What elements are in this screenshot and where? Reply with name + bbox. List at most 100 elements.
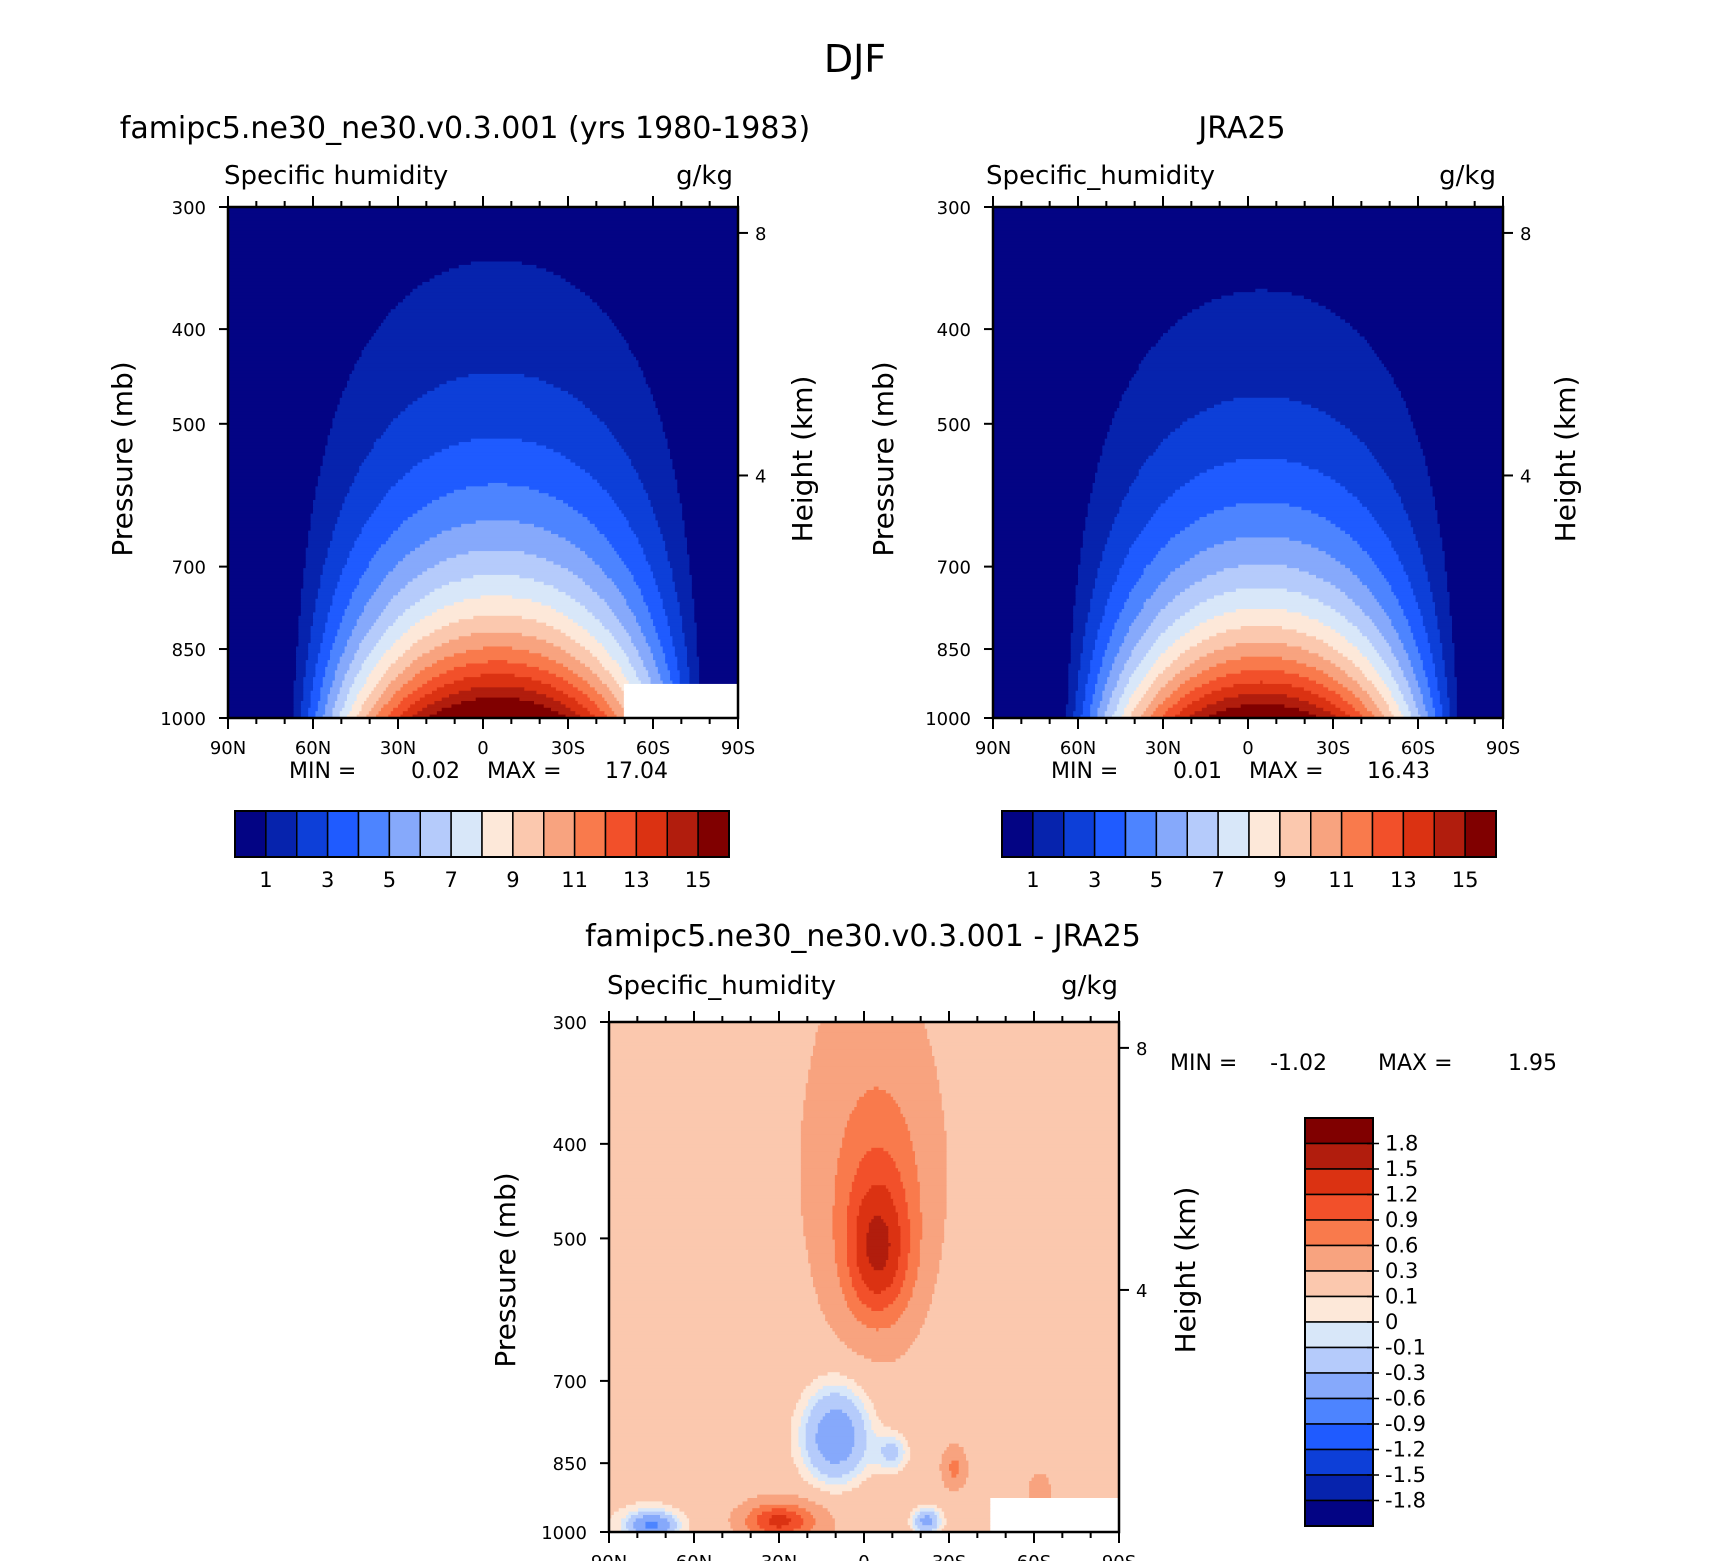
right-tick-label: 4 xyxy=(1136,1281,1147,1302)
contour-cell xyxy=(361,639,380,644)
contour-cell xyxy=(638,360,739,365)
contour-cell xyxy=(609,1491,831,1496)
contour-cell xyxy=(453,680,542,685)
contour-cell xyxy=(305,666,317,671)
contour-cell xyxy=(990,1498,1120,1502)
contour-cell xyxy=(868,1260,887,1264)
contour-cell xyxy=(665,435,739,440)
contour-cell xyxy=(1371,452,1424,457)
contour-cell xyxy=(832,1236,848,1241)
contour-cell xyxy=(228,479,319,484)
contour-cell xyxy=(619,506,654,511)
contour-cell xyxy=(609,1423,792,1428)
contour-cell xyxy=(665,544,688,549)
contour-cell xyxy=(1090,660,1103,665)
contour-cell xyxy=(412,660,438,665)
contour-cell xyxy=(660,595,678,600)
contour-cell xyxy=(941,1093,1120,1098)
contour-cell xyxy=(851,1447,868,1451)
contour-cell xyxy=(917,1164,948,1169)
contour-cell xyxy=(1136,643,1154,648)
contour-cell xyxy=(854,1440,868,1445)
contour-cell xyxy=(400,687,419,692)
contour-cell xyxy=(1437,622,1453,627)
contour-cell xyxy=(1119,646,1135,651)
contour-cell xyxy=(609,1331,836,1336)
contour-cell xyxy=(546,380,647,385)
contour-cell xyxy=(580,288,739,293)
contour-cell xyxy=(468,373,525,378)
contour-cell xyxy=(905,1436,1120,1441)
contour-cell xyxy=(325,666,338,671)
contour-cell xyxy=(330,653,343,658)
contour-cell xyxy=(228,452,326,457)
contour-cell xyxy=(1070,643,1084,648)
contour-cell xyxy=(349,663,363,668)
contour-cell xyxy=(313,677,324,682)
contour-cell xyxy=(1097,469,1140,474)
contour-cell xyxy=(609,1212,802,1217)
contour-cell xyxy=(893,1158,916,1162)
contour-cell xyxy=(993,506,1089,511)
panel-obs-right-axis-label: Height (km) xyxy=(1549,376,1582,543)
contour-cell xyxy=(898,1450,906,1455)
contour-cell xyxy=(359,581,382,586)
contour-cell xyxy=(1082,537,1108,542)
contour-cell xyxy=(376,643,394,648)
x-tick-label: 30S xyxy=(1316,738,1350,759)
contour-cell xyxy=(1206,653,1320,658)
contour-cell xyxy=(1192,309,1332,314)
contour-cell xyxy=(1301,462,1380,467)
contour-cell xyxy=(684,527,739,532)
contour-cell xyxy=(1150,700,1164,705)
contour-cell xyxy=(609,1042,817,1047)
contour-cell xyxy=(228,602,302,607)
contour-cell xyxy=(381,499,433,504)
contour-cell xyxy=(228,687,295,692)
contour-cell xyxy=(1097,673,1111,678)
contour-cell xyxy=(432,690,460,695)
contour-cell xyxy=(993,278,1504,283)
contour-cell xyxy=(1133,619,1154,624)
contour-cell xyxy=(1180,697,1201,702)
contour-cell xyxy=(1456,711,1504,716)
contour-cell xyxy=(851,1280,865,1285)
contour-cell xyxy=(228,421,334,426)
contour-cell xyxy=(927,1311,1120,1315)
colorbar-label: 1 xyxy=(259,868,272,892)
contour-cell xyxy=(609,1402,797,1407)
contour-cell xyxy=(687,537,739,542)
contour-cell xyxy=(1352,537,1390,542)
contour-cell xyxy=(410,704,428,709)
contour-cell xyxy=(300,612,314,617)
contour-cell xyxy=(815,1039,931,1043)
contour-cell xyxy=(900,1246,911,1251)
contour-cell xyxy=(322,680,334,685)
contour-cell xyxy=(317,588,336,593)
contour-cell xyxy=(815,1392,831,1397)
colorbar-swatch xyxy=(1304,1244,1374,1272)
contour-cell xyxy=(381,581,409,586)
contour-cell xyxy=(417,687,438,692)
contour-cell xyxy=(371,626,389,631)
contour-cell xyxy=(228,346,365,351)
contour-cell xyxy=(597,591,623,596)
contour-cell xyxy=(834,1178,855,1183)
contour-cell xyxy=(1362,714,1375,719)
contour-cell xyxy=(993,251,1504,256)
contour-cell xyxy=(1374,595,1397,600)
colorbar-swatch xyxy=(1304,1219,1374,1247)
contour-cell xyxy=(609,428,664,433)
contour-cell xyxy=(1354,602,1380,607)
contour-cell xyxy=(303,694,312,699)
contour-cell xyxy=(623,704,739,709)
contour-cell xyxy=(1206,704,1242,709)
contour-cell xyxy=(1080,557,1103,562)
contour-cell xyxy=(1240,670,1286,675)
contour-cell xyxy=(536,442,620,447)
contour-cell xyxy=(519,697,555,702)
contour-cell xyxy=(1410,585,1431,590)
contour-cell xyxy=(653,574,674,579)
contour-cell xyxy=(1357,329,1504,334)
contour-cell xyxy=(900,1107,943,1111)
